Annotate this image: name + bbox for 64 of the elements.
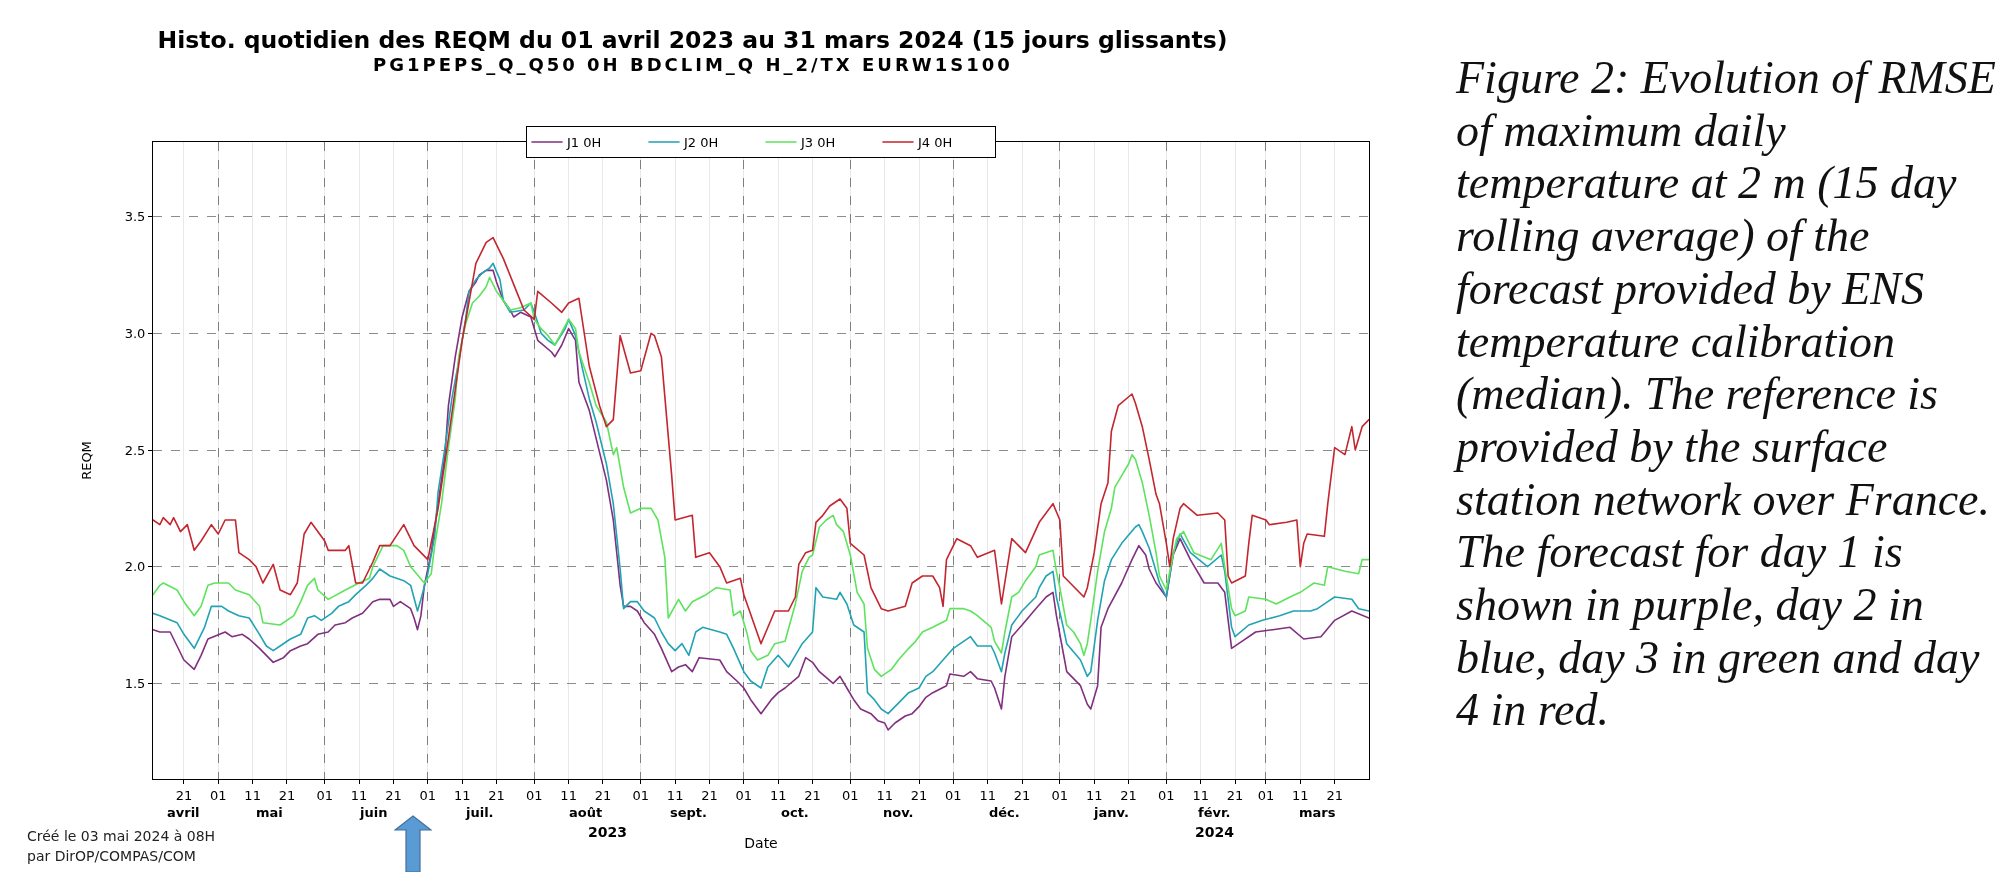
x2-tick-label: sept. (670, 805, 708, 820)
x2-tick-label: oct. (781, 805, 809, 820)
chart-subtitle: PG1PEPS_Q_Q50 0H BDCLIM_Q H_2/TX EURW1S100 (373, 54, 1013, 75)
x-tick-label: 21 (594, 787, 612, 803)
text: 2023 (588, 824, 627, 840)
legend-label: J3 0H (800, 135, 836, 151)
x2-tick-label: févr. (1198, 805, 1231, 820)
x2-tick-label: mars (1299, 805, 1336, 820)
x2-tick-label: avril (167, 805, 200, 820)
x-tick-label: 01 (316, 787, 334, 803)
x-axis-title: Date (744, 834, 778, 851)
x-tick-label: 21 (385, 787, 402, 803)
x2-tick-label: juin (359, 805, 388, 820)
legend-label: J2 0H (683, 135, 719, 151)
x-tick-label: 11 (1192, 787, 1209, 803)
x-tick-label: 11 (244, 787, 261, 803)
x-tick-label: 11 (1085, 787, 1103, 803)
x2-tick-label: nov. (883, 805, 914, 820)
legend-label: J4 0H (917, 135, 953, 151)
x-tick-label: 11 (769, 787, 787, 803)
x-tick-label: 21 (804, 787, 821, 803)
line-series (153, 236, 1369, 645)
legend-label: J1 0H (566, 135, 602, 151)
x-tick-label: 11 (1292, 787, 1309, 803)
y-tick-label: 3.0 (124, 325, 146, 341)
y-axis-title: REQM (78, 441, 94, 480)
x2-tick-label: juil. (465, 805, 494, 820)
x-tick-label: 01 (526, 787, 543, 803)
y-tick-label: 2.0 (124, 559, 146, 575)
x-tick-label: 01 (945, 787, 962, 803)
x-tick-label: 21 (175, 787, 193, 803)
text: Créé le 03 mai 2024 à 08H (27, 827, 216, 846)
x-tick-label: 01 (1158, 787, 1175, 803)
y-tick-label: 3.5 (124, 209, 146, 225)
text: par DirOP/COMPAS/COM (27, 847, 197, 866)
x2-tick-label: mai (256, 805, 283, 820)
x-tick-label: 21 (1326, 787, 1343, 803)
x-tick-label: 21 (278, 787, 296, 803)
x-tick-label: 01 (210, 787, 227, 803)
x-tick-label: 01 (419, 787, 437, 803)
text: 2024 (1195, 824, 1235, 840)
x-tick-label: 21 (910, 787, 928, 803)
x-tick-label: 01 (842, 787, 859, 803)
y-tick-label: 2.5 (124, 442, 146, 458)
x-tick-label: 21 (1226, 787, 1244, 803)
chart-title: Histo. quotidien des REQM du 01 avril 2023 au 31 mars 2024 (15 jours glissants) (157, 26, 1228, 55)
x-tick-label: 11 (876, 787, 893, 803)
x-tick-label: 01 (735, 787, 753, 803)
x-tick-label: 21 (701, 787, 718, 803)
x-tick-label: 11 (666, 787, 684, 803)
x-tick-label: 01 (632, 787, 650, 803)
x-tick-label: 11 (453, 787, 471, 803)
x2-tick-label: déc. (989, 805, 1020, 820)
x2-tick-label: janv. (1093, 805, 1129, 820)
x-tick-label: 01 (1257, 787, 1275, 803)
y-tick-label: 1.5 (124, 675, 146, 691)
x-tick-label: 01 (1051, 787, 1069, 803)
x2-tick-label: août (569, 805, 603, 820)
x-tick-label: 11 (560, 787, 577, 803)
x-tick-label: 21 (1120, 787, 1137, 803)
x-tick-label: 11 (979, 787, 996, 803)
x-tick-label: 11 (350, 787, 368, 803)
x-tick-label: 21 (488, 787, 505, 803)
x-tick-label: 21 (1013, 787, 1031, 803)
